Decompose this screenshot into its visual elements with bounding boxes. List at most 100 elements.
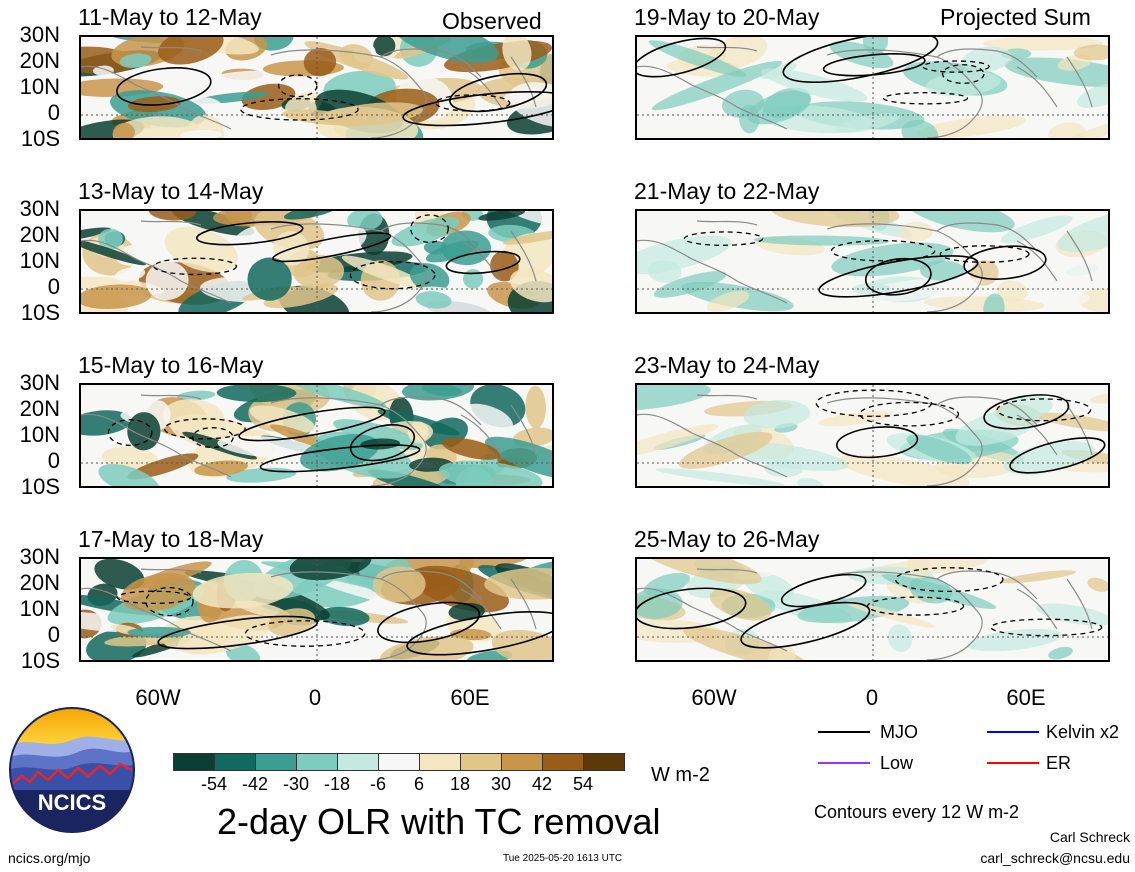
lat-label: 10S (20, 648, 60, 673)
olr-anomaly-blob (1003, 441, 1095, 475)
mjo-contour (402, 91, 552, 127)
olr-anomaly-blob (916, 115, 1027, 138)
olr-anomaly-blob (651, 60, 783, 111)
olr-map-panel (635, 383, 1110, 488)
olr-anomaly-blob (319, 606, 370, 627)
olr-anomaly-blob (441, 230, 492, 266)
olr-map-panel (79, 557, 554, 662)
mjo-contour-negative (922, 60, 990, 73)
olr-anomaly-blob (678, 431, 773, 469)
olr-anomaly-blob (502, 229, 552, 245)
olr-anomaly-blob (176, 390, 216, 401)
olr-anomaly-blob (241, 83, 296, 111)
colorbar-swatch (255, 753, 297, 771)
olr-anomaly-blob (247, 257, 292, 301)
mjo-contour (637, 587, 747, 630)
mjo-contour (377, 601, 481, 644)
ncics-logo: NCICS (8, 706, 136, 834)
colorbar-tick-label: 54 (572, 774, 594, 794)
mjo-contour-negative (894, 567, 1004, 593)
mjo-contour-negative (107, 419, 153, 446)
mjo-contour-negative (683, 231, 764, 246)
mjo-contour (983, 394, 1070, 430)
legend-er-line (987, 762, 1039, 764)
colorbar-tick-label: 30 (490, 774, 512, 794)
olr-anomaly-blob (525, 385, 546, 429)
coastline (1016, 56, 1093, 108)
lat-label: 30N (19, 22, 60, 47)
colorbar-tick-label: 18 (449, 774, 471, 794)
coastline (637, 220, 788, 304)
mjo-contour (349, 424, 416, 462)
olr-anomaly-blob (409, 263, 450, 292)
panel-title: 19-May to 20-May (634, 4, 820, 30)
olr-anomaly-blob (263, 283, 338, 309)
olr-anomaly-blob (982, 37, 1103, 51)
olr-anomaly-blob (484, 567, 552, 600)
olr-anomaly-blob (510, 268, 552, 303)
olr-anomaly-blob (485, 436, 552, 481)
olr-anomaly-blob (98, 464, 160, 486)
olr-anomaly-blob (127, 96, 181, 113)
olr-anomaly-blob (901, 119, 939, 138)
coastline (81, 220, 232, 304)
olr-anomaly-blob (81, 284, 152, 310)
lat-label: 0 (47, 100, 60, 125)
coastline (826, 570, 1038, 660)
mjo-contour (780, 573, 867, 608)
mjo-contour (272, 232, 392, 263)
legend-low-line (818, 762, 870, 764)
mjo-contour-negative (866, 596, 965, 616)
legend-mjo-line (818, 731, 870, 733)
olr-anomaly-blob (907, 211, 1015, 233)
legend-kelvin-label: Kelvin x2 (1046, 722, 1120, 742)
colorbar-swatch (173, 753, 215, 771)
mjo-contour-negative (191, 427, 234, 449)
olr-anomaly-blob (771, 211, 900, 228)
olr-anomaly-blob (186, 70, 270, 92)
olr-anomaly-blob (192, 572, 294, 609)
lon-label: 0 (308, 685, 322, 710)
olr-anomaly-blob (164, 226, 238, 273)
logo-text: NCICS (38, 790, 106, 815)
olr-anomaly-blob (339, 44, 374, 69)
olr-map-panel (79, 209, 554, 314)
olr-anomaly-blob (458, 559, 530, 569)
olr-anomaly-blob (648, 40, 747, 78)
olr-anomaly-blob (81, 410, 132, 436)
olr-anomaly-blob (906, 434, 972, 465)
coastline (1016, 404, 1093, 456)
olr-anomaly-blob (1059, 262, 1108, 287)
coastline (460, 404, 537, 456)
lat-label: 30N (19, 196, 60, 221)
mjo-contour-negative (939, 245, 1030, 263)
timestamp: Tue 2025-05-20 1613 UTC (503, 853, 623, 864)
mjo-contour (238, 406, 386, 442)
mjo-contour (818, 255, 979, 298)
author-email[interactable]: carl_schreck@ncsu.edu (980, 850, 1130, 866)
olr-anomaly-blob (1059, 115, 1108, 138)
coastline (1016, 578, 1093, 630)
lat-label: 10N (19, 248, 60, 273)
olr-anomaly-blob (127, 626, 191, 638)
olr-anomaly-blob (637, 385, 711, 411)
olr-anomaly-blob (501, 211, 552, 227)
olr-map-panel (79, 35, 554, 140)
website-link[interactable]: ncics.org/mjo (8, 850, 91, 866)
olr-anomaly-blob (1087, 577, 1108, 592)
olr-anomaly-blob (303, 47, 337, 77)
olr-anomaly-blob (478, 211, 526, 221)
olr-anomaly-blob (112, 116, 201, 138)
colorbar-swatch (460, 753, 502, 771)
lat-label: 20N (19, 222, 60, 247)
olr-anomaly-blob (268, 608, 316, 637)
olr-anomaly-blob (81, 238, 146, 266)
olr-anomaly-blob (838, 454, 970, 486)
olr-anomaly-blob (706, 290, 750, 312)
colorbar-swatch (214, 753, 256, 771)
coastline (81, 394, 232, 478)
olr-anomaly-blob (224, 211, 253, 225)
olr-anomaly-blob (194, 460, 248, 477)
olr-anomaly-blob (341, 255, 431, 290)
contour-note: Contours every 12 W m-2 (814, 802, 1020, 822)
